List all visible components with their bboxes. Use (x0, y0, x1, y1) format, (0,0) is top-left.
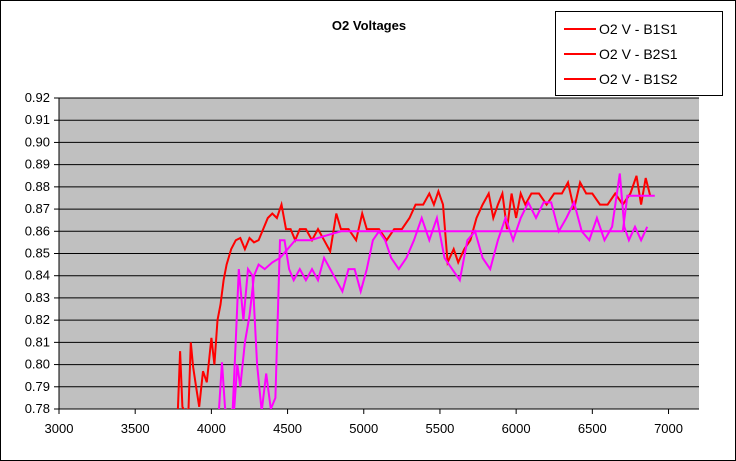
chart-title[interactable]: O2 Voltages (331, 18, 407, 33)
y-tick-label: 0.80 (25, 357, 50, 372)
x-tick-label: 3000 (45, 421, 74, 436)
series-line-2[interactable] (218, 173, 649, 412)
series-key-line-icon (564, 77, 596, 80)
x-tick-label: 6000 (502, 421, 531, 436)
legend[interactable]: O2 V - B1S1 O2 V - B2S1 O2 V - B1S2 (555, 11, 723, 96)
x-tick-label: 7000 (654, 421, 683, 436)
y-tick-label: 0.85 (25, 246, 50, 261)
legend-item-label: O2 V - B1S1 (599, 20, 678, 37)
y-tick-label: 0.90 (25, 134, 50, 149)
y-tick-label: 0.92 (25, 90, 50, 105)
y-tick-label: 0.91 (25, 112, 50, 127)
series-line-3[interactable] (233, 194, 655, 409)
legend-item[interactable]: O2 V - B2S1 (564, 41, 722, 66)
x-tick-label: 6500 (578, 421, 607, 436)
legend-item-label: O2 V - B2S1 (599, 45, 678, 62)
series-key-line-icon (564, 27, 596, 30)
y-tick-label: 0.83 (25, 290, 50, 305)
y-tick-label: 0.81 (25, 334, 50, 349)
y-tick-label: 0.82 (25, 312, 50, 327)
legend-item-label: O2 V - B1S2 (599, 70, 678, 87)
series-line-1[interactable] (176, 175, 652, 411)
y-tick-label: 0.87 (25, 201, 50, 216)
series-key-line-icon (564, 52, 596, 55)
legend-item[interactable]: O2 V - B1S1 (564, 16, 722, 41)
y-tick-label: 0.89 (25, 157, 50, 172)
y-tick-label: 0.86 (25, 223, 50, 238)
x-tick-label: 4500 (273, 421, 302, 436)
x-tick-label: 5000 (349, 421, 378, 436)
y-tick-label: 0.84 (25, 268, 50, 283)
x-tick-label: 4000 (197, 421, 226, 436)
y-tick-label: 0.78 (25, 401, 50, 416)
legend-item[interactable]: O2 V - B1S2 (564, 66, 722, 91)
x-tick-label: 5500 (425, 421, 454, 436)
y-tick-label: 0.79 (25, 379, 50, 394)
y-tick-label: 0.88 (25, 179, 50, 194)
x-tick-label: 3500 (121, 421, 150, 436)
